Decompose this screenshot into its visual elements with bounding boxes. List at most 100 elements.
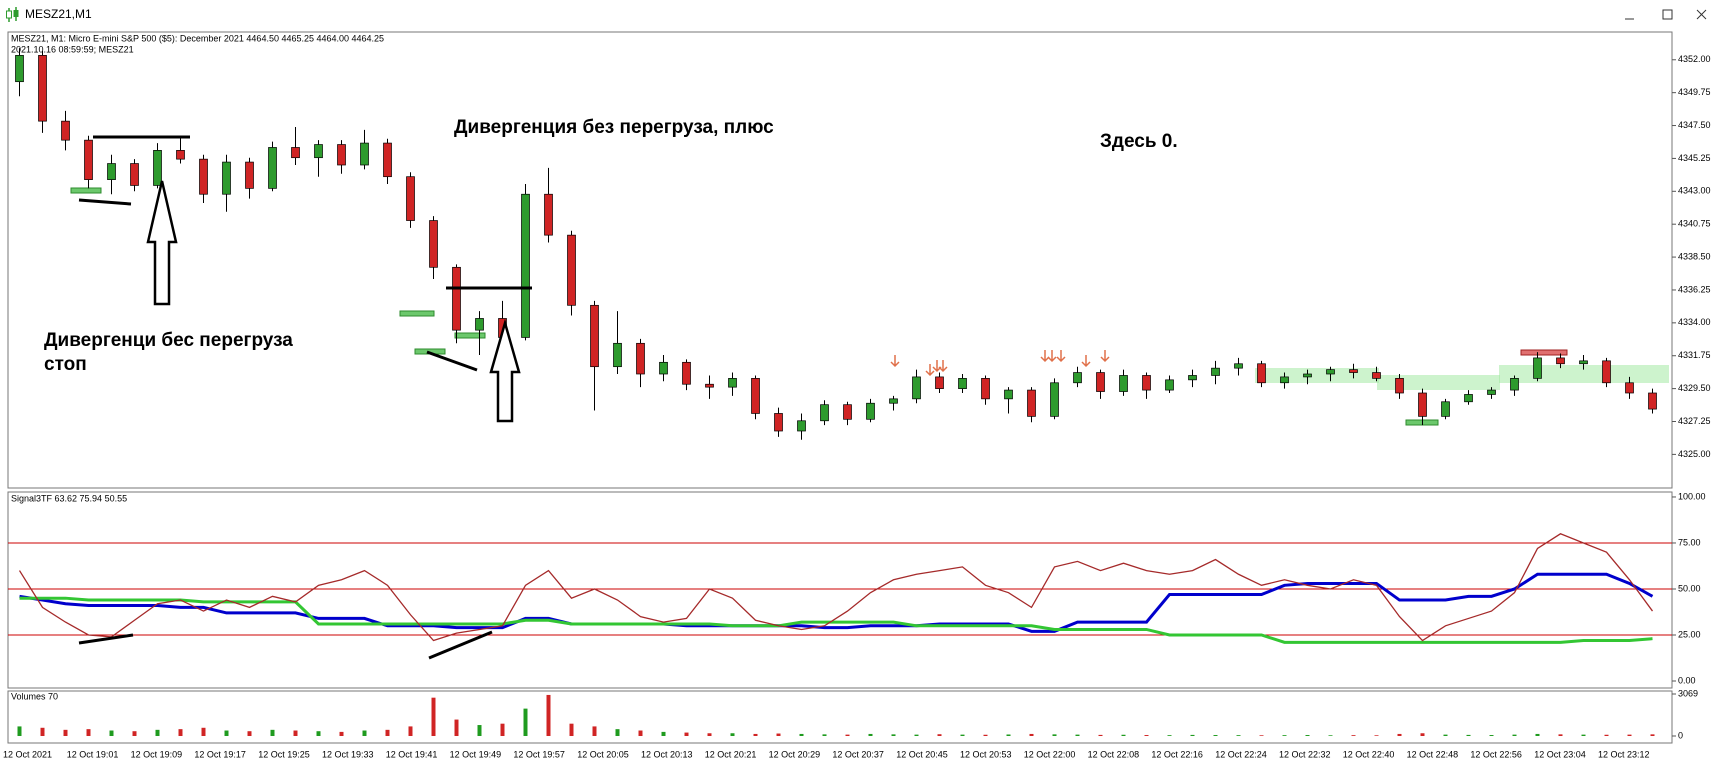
volume-bar [730, 733, 735, 736]
y-tick-label: 4349.75 [1678, 87, 1711, 97]
candle-body [636, 342, 645, 375]
x-tick-label: 12 Oct 20:29 [769, 749, 821, 759]
x-tick-label: 12 Oct 22:00 [1024, 749, 1076, 759]
indicator-line [18, 533, 1654, 642]
volume-bar [1558, 734, 1563, 736]
candle-body [1533, 357, 1542, 379]
window-title: MESZ21,M1 [25, 7, 92, 21]
candle-body [1142, 375, 1151, 391]
volume-bar [707, 733, 712, 736]
x-tick-label: 12 Oct 20:45 [896, 749, 948, 759]
candle-body [475, 318, 484, 331]
candle-body [1395, 378, 1404, 394]
candle-body [1510, 378, 1519, 391]
volume-bar [109, 730, 114, 736]
volume-bar [477, 725, 482, 736]
volume-bar [155, 729, 160, 736]
volume-bar [592, 726, 597, 736]
y-tick-label: 3069 [1678, 688, 1698, 698]
candle-body [222, 161, 231, 195]
y-tick-label: 0.00 [1678, 675, 1696, 685]
x-tick-label: 12 Oct 22:56 [1470, 749, 1522, 759]
x-tick-label: 12 Oct 22:40 [1343, 749, 1395, 759]
volume-bar [569, 723, 574, 736]
volume-bar [983, 734, 988, 736]
volume-bar [500, 723, 505, 736]
volume-bar [1466, 734, 1471, 736]
volume-header: Volumes 70 [11, 691, 58, 701]
volume-bar [408, 726, 413, 736]
candle-body [1280, 376, 1289, 384]
volume-bar [638, 730, 643, 736]
volume-bar [1052, 734, 1057, 736]
volume-bar [937, 734, 942, 736]
candle-body [1464, 394, 1473, 403]
candle-body [981, 378, 990, 400]
candle-body [544, 193, 553, 236]
volume-bar [247, 731, 252, 736]
x-tick-label: 12 Oct 22:08 [1088, 749, 1140, 759]
x-tick-label: 12 Oct 19:01 [67, 749, 119, 759]
volume-bar [615, 729, 620, 736]
indicator-line [19, 596, 1653, 644]
volume-bar [960, 734, 965, 736]
x-tick-label: 12 Oct 22:24 [1215, 749, 1267, 759]
window-close[interactable] [1696, 9, 1707, 20]
indicator-line [19, 572, 1654, 633]
y-tick-label: 4343.00 [1678, 186, 1711, 196]
volume-bar [132, 731, 137, 736]
volume-bar [523, 708, 528, 736]
volume-bar [178, 729, 183, 736]
volume-bar [201, 727, 206, 736]
candle-body [1188, 375, 1197, 381]
x-tick-label: 12 Oct 22:48 [1407, 749, 1459, 759]
volume-bar [1604, 734, 1609, 736]
volume-bar [454, 719, 459, 736]
x-tick-label: 12 Oct 2021 [3, 749, 52, 759]
volume-bar [1305, 735, 1310, 736]
volume-bar [891, 734, 896, 736]
volume-panel-frame [7, 690, 1673, 744]
x-tick-label: 12 Oct 20:13 [641, 749, 693, 759]
y-tick-label: 4331.75 [1678, 350, 1711, 360]
candle-body [797, 420, 806, 432]
volume-bar [270, 729, 275, 736]
volume-bar [1581, 734, 1586, 736]
candle-body [291, 147, 300, 159]
candle-body [1602, 360, 1611, 384]
volume-bar [1190, 734, 1195, 736]
candle-body [1027, 389, 1036, 417]
volume-bar [914, 734, 919, 736]
main-panel-frame [7, 31, 1673, 489]
candle-body [429, 220, 438, 268]
volume-bar [845, 734, 850, 736]
volume-bar [1236, 735, 1241, 736]
x-tick-label: 12 Oct 19:09 [131, 749, 183, 759]
candle-body [406, 176, 415, 221]
chart-subheader: 2021.10.16 08:59:59; MESZ21 [11, 44, 134, 54]
x-tick-label: 12 Oct 19:49 [450, 749, 502, 759]
volume-bar [1098, 734, 1103, 736]
volume-bar [1144, 735, 1149, 736]
volume-bar [1489, 735, 1494, 736]
y-tick-label: 4334.00 [1678, 317, 1711, 327]
volume-bar [1006, 734, 1011, 736]
window-maximize[interactable] [1662, 9, 1673, 20]
volume-bar [753, 733, 758, 736]
volume-bar [385, 729, 390, 736]
candle-body [1234, 363, 1243, 369]
y-tick-label: 4345.25 [1678, 153, 1711, 163]
candle-body [1211, 367, 1220, 376]
candle-body [1372, 372, 1381, 379]
volume-bar [1650, 734, 1655, 736]
volume-bar [1397, 733, 1402, 736]
candle-body [360, 142, 369, 166]
candle-body [820, 404, 829, 422]
candle-body [1648, 392, 1657, 410]
candle-body [107, 163, 116, 180]
candle-body [383, 142, 392, 178]
y-tick-label: 4336.25 [1678, 284, 1711, 294]
volume-bar [17, 726, 22, 736]
